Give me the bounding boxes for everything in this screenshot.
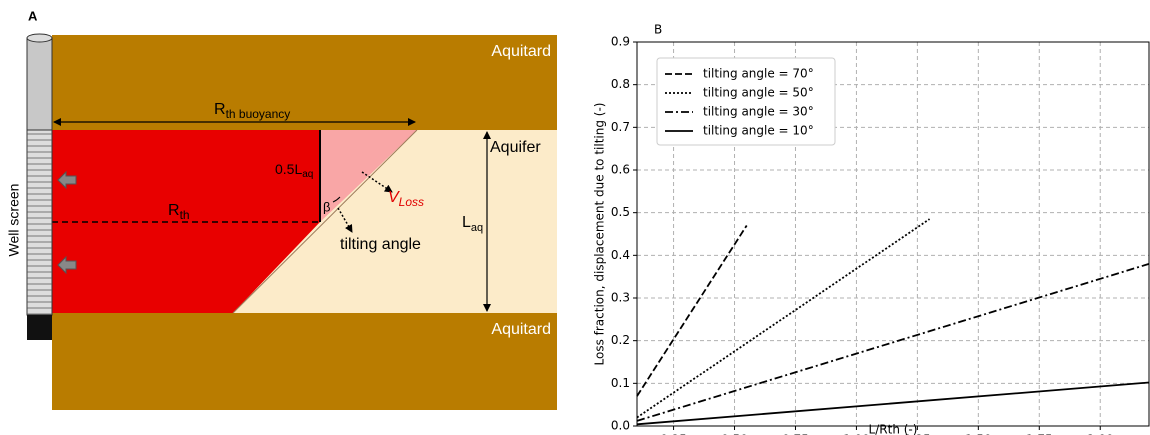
x-tick-label: 0.25	[660, 433, 687, 435]
layer-label: Aquitard	[491, 321, 551, 338]
loss-volume	[320, 130, 417, 222]
x-tick-label: 1.50	[965, 433, 992, 435]
angle-arrow	[337, 207, 353, 233]
series-line	[636, 381, 1150, 426]
series-line	[636, 263, 1150, 422]
y-tick-label: 0.8	[611, 77, 630, 91]
y-tick-label: 0.7	[611, 120, 630, 134]
plot-frame	[636, 41, 1150, 427]
x-tick-label: 1.25	[904, 433, 931, 435]
symbol: R	[168, 202, 180, 219]
y-tick-label: 0.6	[611, 163, 630, 177]
subscript: th buoyancy	[226, 107, 291, 121]
legend-label: tilting angle = 50°	[703, 86, 814, 100]
angle-arc	[332, 196, 341, 203]
y-tick-label: 0.4	[611, 248, 630, 262]
legend-box	[656, 57, 836, 146]
subscript: aq	[302, 169, 313, 180]
x-tick-label: 2.00	[1087, 433, 1114, 435]
subscript: aq	[471, 222, 483, 234]
vloss-label: VLoss	[388, 189, 424, 209]
symbol: 0.5L	[275, 161, 302, 177]
beta-label: β	[323, 199, 330, 214]
y-tick-label: 0.9	[611, 35, 630, 49]
y-tick-label: 0.2	[611, 333, 630, 347]
panel-label: B	[654, 23, 662, 37]
diagram: A Aquitard Aquitard Aquifer Well screen …	[6, 8, 557, 410]
y-tick-label: 0.5	[611, 205, 630, 219]
legend-label: tilting angle = 30°	[703, 105, 814, 119]
symbol: L	[462, 214, 471, 231]
tilted-front	[232, 129, 418, 314]
y-tick-label: 0.3	[611, 291, 630, 305]
well-top	[26, 33, 53, 43]
half-thickness-label: 0.5Laq	[275, 161, 313, 180]
layer-label: Aquitard	[491, 43, 551, 60]
y-axis-label: Loss fraction, displacement due to tilti…	[593, 103, 607, 366]
subscript: th	[180, 208, 190, 222]
top-aquitard	[52, 35, 557, 130]
subscript: Loss	[399, 195, 424, 209]
series-line	[636, 224, 748, 397]
well-label: Well screen	[6, 184, 22, 257]
x-tick-label: 0.75	[782, 433, 809, 435]
rth-buoyancy-label: Rth buoyancy	[214, 101, 290, 121]
y-tick-label: 0.0	[611, 419, 630, 433]
tilting-label: tilting angle	[340, 236, 421, 253]
legend-label: tilting angle = 70°	[703, 67, 814, 81]
screen-rings	[27, 133, 52, 315]
symbol: R	[214, 101, 226, 118]
x-tick-label: 0.50	[721, 433, 748, 435]
rth-label: Rth	[168, 202, 190, 222]
flow-arrow	[57, 170, 77, 190]
aquifer-label: Aquifer	[490, 139, 541, 156]
panel-label: A	[28, 8, 38, 23]
x-axis-label: L/Rth (-)	[869, 423, 918, 435]
x-tick-label: 1.00	[843, 433, 870, 435]
bottom-aquitard	[52, 313, 557, 410]
symbol: V	[388, 189, 400, 206]
flow-arrow	[57, 255, 77, 275]
series-line	[636, 218, 931, 419]
thickness-label: Laq	[462, 214, 483, 234]
legend-label: tilting angle = 10°	[703, 124, 814, 138]
x-tick-label: 1.75	[1026, 433, 1053, 435]
well-bottom	[27, 315, 52, 340]
well-casing	[26, 37, 53, 131]
y-tick-label: 0.1	[611, 376, 630, 390]
chart: 0.0 0.1 0.2 0.3 0.4 0.5 0.6 0.7 0.8 0.9 0.25 0.50 0.…	[593, 23, 1150, 435]
